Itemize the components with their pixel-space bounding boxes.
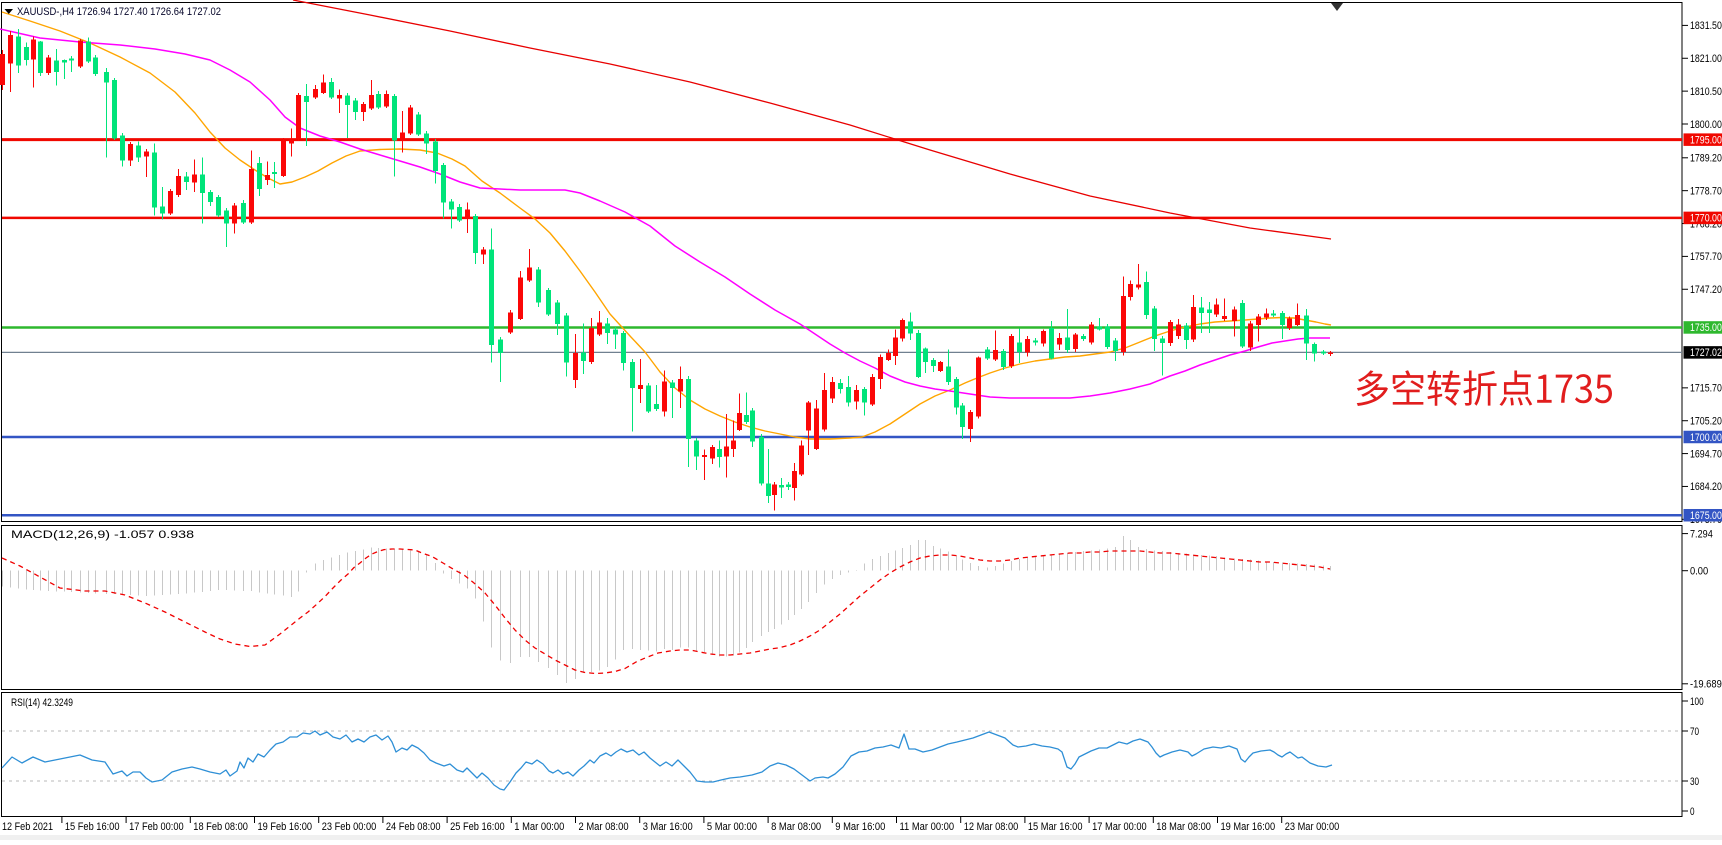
svg-text:1684.20: 1684.20 (1690, 481, 1722, 493)
svg-text:25 Feb 16:00: 25 Feb 16:00 (450, 821, 505, 833)
svg-text:9 Mar 16:00: 9 Mar 16:00 (835, 821, 885, 833)
svg-text:100: 100 (1690, 696, 1704, 708)
svg-text:70: 70 (1690, 726, 1699, 738)
svg-text:1705.20: 1705.20 (1690, 416, 1722, 428)
svg-text:12 Mar 08:00: 12 Mar 08:00 (964, 821, 1019, 833)
svg-text:15 Mar 16:00: 15 Mar 16:00 (1028, 821, 1083, 833)
svg-text:24 Feb 08:00: 24 Feb 08:00 (386, 821, 441, 833)
svg-text:MACD(12,26,9) -1.057 0.938: MACD(12,26,9) -1.057 0.938 (11, 529, 194, 541)
svg-text:1800.00: 1800.00 (1690, 119, 1722, 131)
svg-text:17 Mar 00:00: 17 Mar 00:00 (1092, 821, 1147, 833)
svg-text:7.294: 7.294 (1690, 528, 1713, 540)
svg-text:1770.00: 1770.00 (1690, 213, 1722, 225)
svg-text:1735.00: 1735.00 (1690, 322, 1722, 334)
svg-text:1715.70: 1715.70 (1690, 383, 1722, 395)
svg-text:1810.50: 1810.50 (1690, 86, 1722, 98)
svg-text:19 Mar 16:00: 19 Mar 16:00 (1221, 821, 1276, 833)
svg-text:18 Feb 08:00: 18 Feb 08:00 (193, 821, 248, 833)
svg-text:30: 30 (1690, 776, 1699, 788)
svg-text:1 Mar 00:00: 1 Mar 00:00 (514, 821, 564, 833)
svg-text:RSI(14) 42.3249: RSI(14) 42.3249 (11, 697, 73, 709)
svg-text:12 Feb 2021: 12 Feb 2021 (2, 821, 53, 833)
svg-text:XAUUSD-,H4 1726.94 1727.40 17: XAUUSD-,H4 1726.94 1727.40 1726.64 1727.… (17, 6, 221, 18)
svg-text:15 Feb 16:00: 15 Feb 16:00 (65, 821, 120, 833)
svg-text:1700.00: 1700.00 (1690, 432, 1722, 444)
svg-text:1831.50: 1831.50 (1690, 20, 1722, 32)
svg-text:-19.689: -19.689 (1690, 679, 1722, 691)
svg-text:1789.20: 1789.20 (1690, 153, 1722, 165)
svg-text:17 Feb 00:00: 17 Feb 00:00 (129, 821, 184, 833)
svg-text:0: 0 (1690, 806, 1695, 818)
svg-text:1727.02: 1727.02 (1690, 347, 1722, 359)
svg-text:1747.20: 1747.20 (1690, 284, 1722, 296)
svg-text:1757.70: 1757.70 (1690, 251, 1722, 263)
svg-text:2 Mar 08:00: 2 Mar 08:00 (579, 821, 629, 833)
svg-text:11 Mar 00:00: 11 Mar 00:00 (900, 821, 955, 833)
svg-text:0.00: 0.00 (1690, 566, 1708, 578)
svg-text:1778.70: 1778.70 (1690, 185, 1722, 197)
svg-text:19 Feb 16:00: 19 Feb 16:00 (258, 821, 313, 833)
svg-text:1694.70: 1694.70 (1690, 448, 1722, 460)
svg-text:1821.00: 1821.00 (1690, 53, 1722, 65)
svg-text:3 Mar 16:00: 3 Mar 16:00 (643, 821, 693, 833)
svg-text:1795.00: 1795.00 (1690, 134, 1722, 146)
svg-text:5 Mar 00:00: 5 Mar 00:00 (707, 821, 757, 833)
svg-text:1675.00: 1675.00 (1690, 510, 1722, 522)
svg-text:23 Feb 00:00: 23 Feb 00:00 (322, 821, 377, 833)
svg-text:18 Mar 08:00: 18 Mar 08:00 (1156, 821, 1211, 833)
svg-text:23 Mar 00:00: 23 Mar 00:00 (1285, 821, 1340, 833)
svg-text:8 Mar 08:00: 8 Mar 08:00 (771, 821, 821, 833)
